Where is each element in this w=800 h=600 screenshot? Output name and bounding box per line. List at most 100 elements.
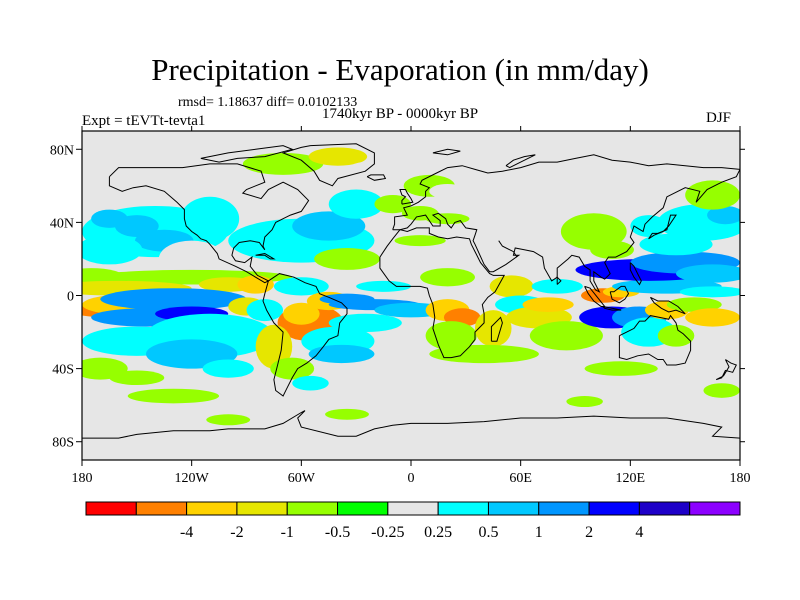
coast-iceland — [366, 174, 387, 181]
field-blob — [489, 275, 534, 298]
colorbar-box — [85, 501, 137, 516]
field-blob — [202, 359, 254, 378]
coast-new-guinea — [649, 296, 686, 315]
colorbar: -4 -2 -1 -0.5 -0.25 0.25 0.5 1 2 4 — [85, 501, 741, 541]
field-blob — [292, 211, 366, 241]
field-blob — [82, 235, 143, 265]
field-blob — [158, 240, 225, 278]
field-blob — [425, 321, 477, 351]
field-blob — [676, 359, 731, 378]
field-blob — [273, 277, 329, 296]
colorbar-box — [638, 501, 691, 516]
colorbar-label: 0.5 — [478, 524, 498, 541]
field-blob — [374, 194, 411, 214]
field-blob — [237, 275, 274, 294]
coast-sri-lanka — [556, 275, 562, 285]
colorbar-label: -1 — [281, 524, 294, 541]
lon-tick-label: 60E — [509, 471, 532, 486]
coastlines — [82, 143, 740, 439]
colorbar-label: -0.5 — [325, 524, 350, 541]
field-blob — [522, 297, 574, 312]
field-blob — [584, 361, 658, 376]
field-blob — [270, 357, 315, 380]
field-blob — [308, 344, 375, 364]
coast-caribbean — [255, 252, 276, 260]
lat-tick-label: 0 — [67, 290, 74, 305]
lat-tick-label: 40N — [50, 216, 74, 231]
field-blob — [531, 279, 583, 294]
lon-tick-label: 60W — [288, 471, 316, 486]
field-blob — [429, 344, 539, 364]
coast-canadian-arctic — [200, 145, 294, 163]
coast-novaya-zemlya — [505, 154, 536, 169]
coast-new-zealand — [715, 359, 737, 381]
field-blob — [127, 388, 220, 404]
field-blob — [566, 396, 603, 407]
colorbar-box — [135, 501, 188, 516]
coast-svalbard — [432, 148, 461, 156]
colorbar-box — [538, 501, 590, 516]
coast-antarctica — [82, 410, 740, 439]
field-blob — [100, 288, 247, 311]
field-blob — [109, 370, 165, 386]
field-blob — [676, 264, 740, 283]
colorbar-label: 2 — [585, 524, 593, 541]
field-blob — [703, 383, 740, 398]
colorbar-label: -4 — [180, 524, 193, 541]
field-blob — [308, 147, 368, 166]
coast-australia — [618, 314, 692, 366]
map-axes: 80N 40N 0 40S 80S 180 120W 60W 0 60E 120E 180 — [50, 126, 751, 486]
field-blob — [246, 299, 284, 322]
lat-tick-label: 80N — [50, 143, 74, 158]
colorbar-box — [588, 501, 640, 516]
page-title: Precipitation - Evaporation (in mm/day) — [151, 52, 649, 87]
field-blob — [657, 324, 695, 347]
colorbar-box — [286, 501, 339, 516]
field-blob — [630, 215, 667, 238]
coast-british-isles — [399, 189, 414, 205]
field-blob — [91, 209, 128, 228]
coast-north-america — [108, 163, 310, 284]
colorbar-label: 1 — [535, 524, 543, 541]
field-blob — [529, 321, 603, 351]
coast-madagascar — [490, 316, 503, 342]
colorbar-box — [487, 501, 540, 516]
experiment-label: Expt = tEVTt-tevta1 — [82, 113, 206, 129]
field-blob — [319, 293, 375, 305]
colorbar-box — [236, 501, 288, 516]
coast-philippines — [629, 262, 642, 286]
lon-tick-label: 120W — [175, 471, 210, 486]
field-blob — [590, 240, 634, 259]
lat-tick-label: 40S — [52, 363, 74, 378]
field-blob — [685, 180, 740, 210]
coast-arabia-gulf — [498, 240, 518, 258]
stats-subtitle: rmsd= 1.18637 diff= 0.0102133 — [178, 95, 358, 110]
colorbar-label: -0.25 — [371, 524, 404, 541]
coast-greenland — [281, 143, 375, 187]
field-blob — [283, 302, 320, 325]
lon-tick-label: 180 — [730, 471, 751, 486]
field-blob — [394, 235, 446, 247]
field-blob — [292, 375, 329, 391]
field-blob — [666, 297, 722, 312]
colorbar-box — [387, 501, 439, 516]
colorbar-label: 0.25 — [424, 524, 452, 541]
colorbar-label: -2 — [230, 524, 243, 541]
lon-tick-label: 120E — [616, 471, 646, 486]
coast-java — [602, 306, 622, 311]
season-label: DJF — [706, 110, 732, 126]
colorbar-box — [186, 501, 238, 516]
field-blob — [356, 280, 412, 292]
field-blob — [242, 152, 324, 175]
coast-africa — [379, 227, 506, 359]
field-blob — [325, 408, 369, 420]
lat-tick-label: 80S — [52, 436, 74, 451]
coast-japan — [648, 214, 677, 240]
field-blob — [206, 414, 251, 426]
field-blob — [328, 189, 384, 219]
coast-borneo — [609, 285, 630, 304]
anomaly-field — [82, 147, 740, 426]
coast-eurasia — [392, 154, 740, 293]
colorbar-label: 4 — [635, 524, 643, 541]
